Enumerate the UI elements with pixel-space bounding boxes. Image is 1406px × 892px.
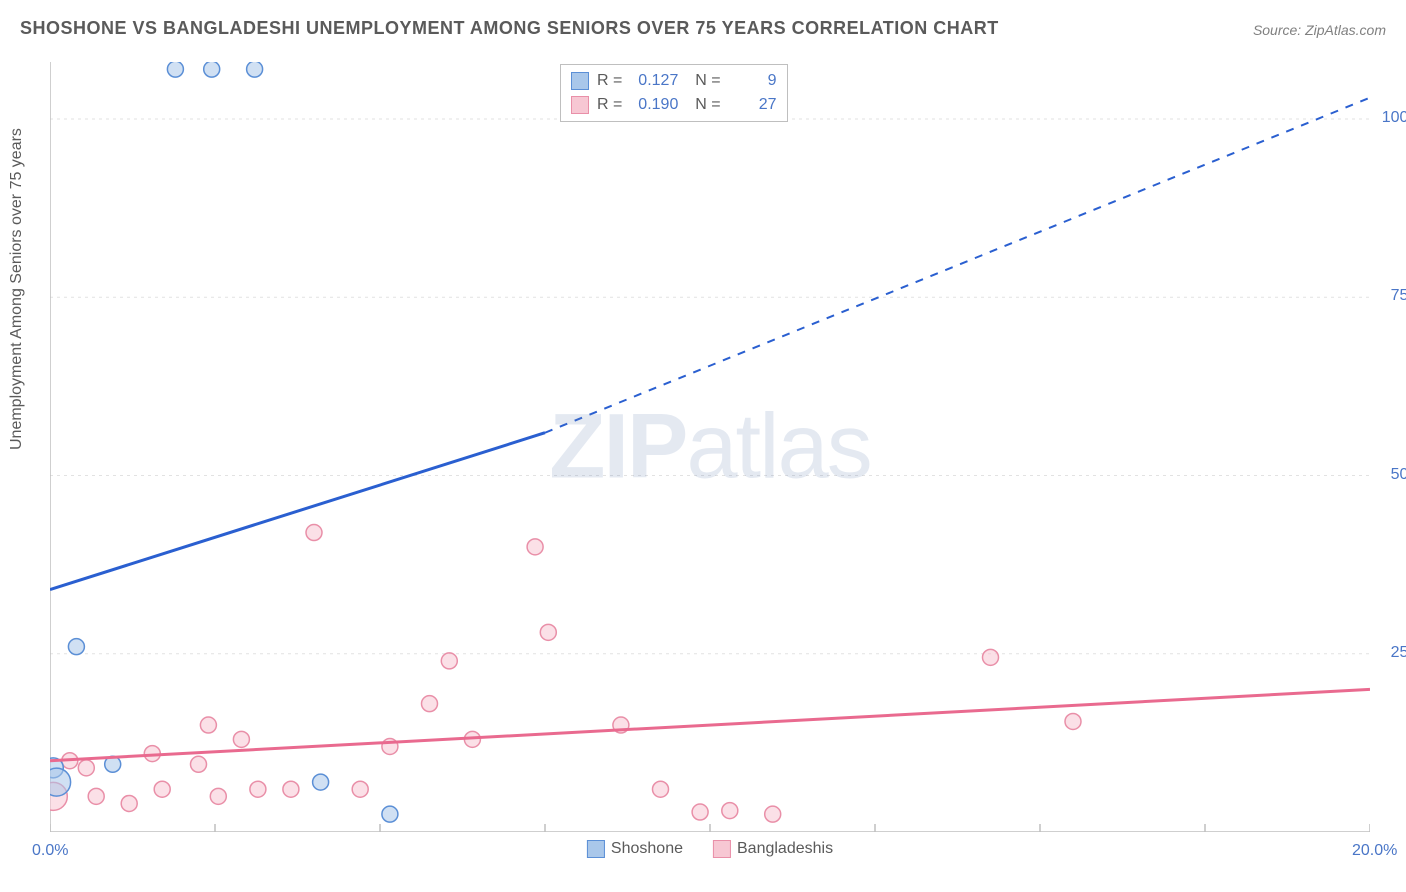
y-tick-label: 50.0% (1391, 466, 1406, 484)
chart-title: SHOSHONE VS BANGLADESHI UNEMPLOYMENT AMO… (20, 18, 999, 39)
x-tick-label: 20.0% (1352, 842, 1397, 860)
r-label: R = (597, 96, 622, 114)
n-value-shoshone: 9 (729, 72, 777, 90)
chart-svg (50, 62, 1370, 832)
swatch-shoshone (587, 840, 605, 858)
legend-stats-row-shoshone: R = 0.127 N = 9 (571, 69, 777, 93)
legend-stats-box: R = 0.127 N = 9 R = 0.190 N = 27 (560, 64, 788, 122)
legend-item-shoshone: Shoshone (587, 840, 683, 858)
n-value-bangladeshis: 27 (729, 96, 777, 114)
x-tick-label: 0.0% (32, 842, 68, 860)
y-tick-label: 100.0% (1382, 109, 1406, 127)
legend-bottom: Shoshone Bangladeshis (587, 840, 833, 858)
legend-label-bangladeshis: Bangladeshis (737, 840, 833, 858)
n-label: N = (686, 72, 720, 90)
y-axis-label: Unemployment Among Seniors over 75 years (8, 128, 26, 450)
n-label: N = (686, 96, 720, 114)
y-tick-label: 25.0% (1391, 644, 1406, 662)
y-tick-label: 75.0% (1391, 287, 1406, 305)
r-value-shoshone: 0.127 (630, 72, 678, 90)
legend-stats-row-bangladeshis: R = 0.190 N = 27 (571, 93, 777, 117)
plot-area: ZIPatlas R = 0.127 N = 9 R = 0.190 N = 2… (50, 62, 1370, 832)
r-value-bangladeshis: 0.190 (630, 96, 678, 114)
swatch-shoshone (571, 72, 589, 90)
r-label: R = (597, 72, 622, 90)
legend-label-shoshone: Shoshone (611, 840, 683, 858)
legend-item-bangladeshis: Bangladeshis (713, 840, 833, 858)
source-label: Source: ZipAtlas.com (1253, 22, 1386, 38)
swatch-bangladeshis (571, 96, 589, 114)
swatch-bangladeshis (713, 840, 731, 858)
